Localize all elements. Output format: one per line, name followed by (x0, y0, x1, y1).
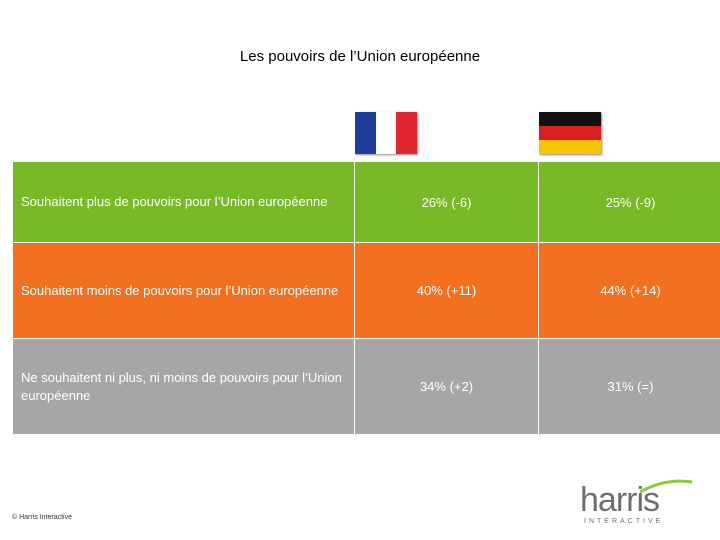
header-france-cell (354, 104, 539, 162)
germany-value: 25% (-9) (538, 161, 720, 243)
france-value: 34% (+2) (354, 338, 539, 435)
germany-flag-gold (539, 140, 601, 154)
logo-swoosh-icon (639, 479, 693, 494)
france-value: 26% (-6) (354, 161, 539, 243)
germany-value: 31% (=) (538, 338, 720, 435)
france-flag-icon (355, 112, 417, 154)
logo-wordmark: harris (580, 481, 660, 519)
header-empty-cell (12, 104, 355, 162)
logo-subtitle: INTERACTIVE (584, 518, 664, 525)
results-table: Souhaitent plus de pouvoirs pour l’Union… (12, 104, 720, 435)
germany-value: 44% (+14) (538, 242, 720, 339)
row-label: Souhaitent plus de pouvoirs pour l’Union… (12, 161, 355, 243)
germany-flag-icon (539, 112, 601, 154)
france-flag-white (375, 112, 397, 154)
germany-flag-black (539, 112, 601, 126)
row-label: Souhaitent moins de pouvoirs pour l’Unio… (12, 242, 355, 339)
table-row: Souhaitent moins de pouvoirs pour l’Unio… (12, 242, 720, 339)
germany-flag-red (539, 126, 601, 140)
row-label: Ne souhaitent ni plus, ni moins de pouvo… (12, 338, 355, 435)
france-value: 40% (+11) (354, 242, 539, 339)
table-row: Ne souhaitent ni plus, ni moins de pouvo… (12, 338, 720, 435)
harris-logo: harris INTERACTIVE (580, 479, 700, 532)
copyright-text: © Harris Interactive (12, 514, 73, 521)
france-flag-red (396, 112, 417, 154)
page-title: Les pouvoirs de l’Union européenne (239, 48, 481, 65)
table-row: Souhaitent plus de pouvoirs pour l’Union… (12, 161, 720, 243)
header-germany-cell (538, 104, 720, 162)
france-flag-blue (355, 112, 376, 154)
table-header-row (12, 104, 720, 162)
